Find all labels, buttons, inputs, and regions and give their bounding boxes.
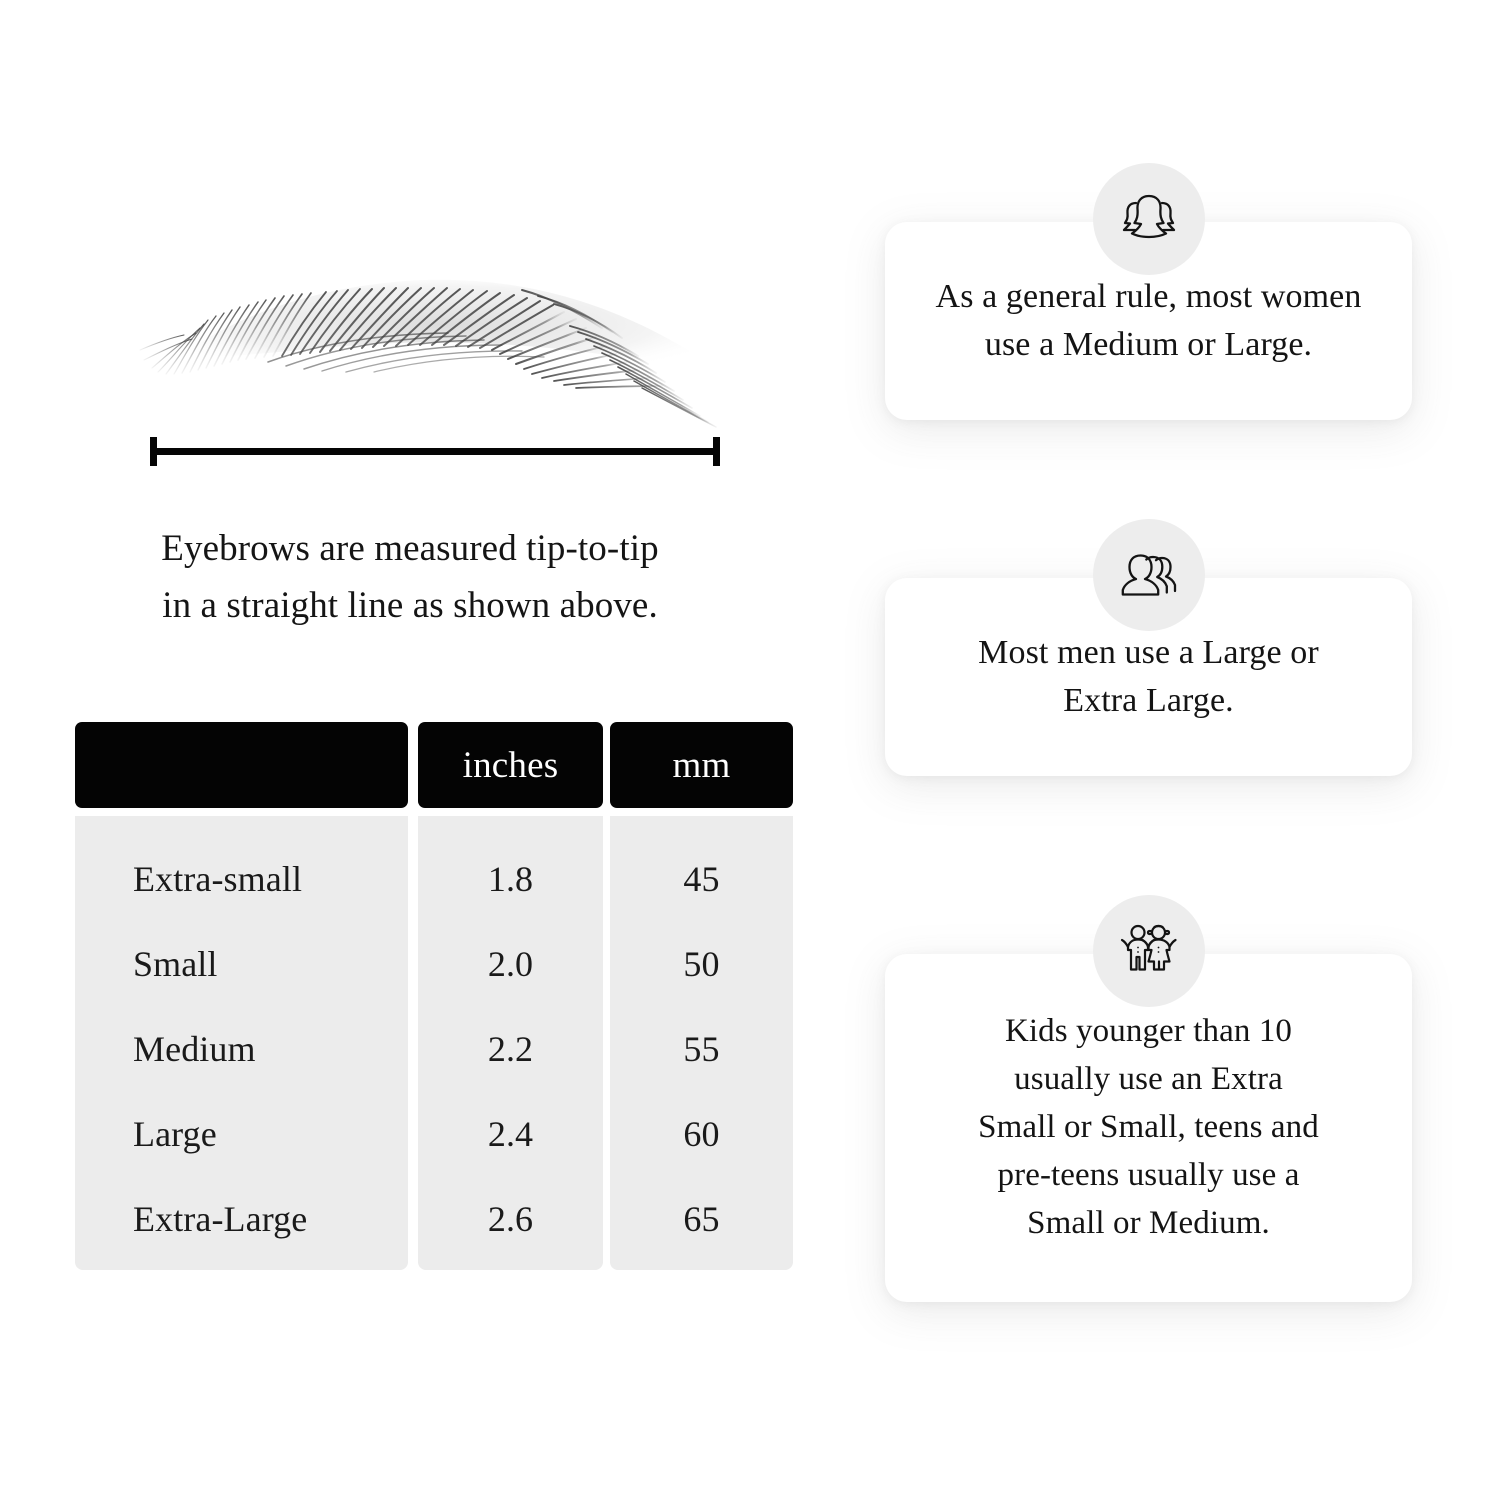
tip-card-men-text: Most men use a Large or Extra Large. xyxy=(919,629,1378,726)
size-table-column-size: Extra-small Small Medium Large Extra-Lar… xyxy=(75,722,408,1270)
measurement-bar-right-cap xyxy=(713,437,720,466)
size-table-body-size: Extra-small Small Medium Large Extra-Lar… xyxy=(75,816,408,1270)
table-row: Extra-small xyxy=(133,858,303,899)
measurement-bar xyxy=(150,437,720,467)
three-women-icon-badge xyxy=(1093,163,1205,275)
two-kids-icon xyxy=(1120,924,1177,971)
table-row: 2.4 xyxy=(487,1113,534,1154)
table-row: 1.8 xyxy=(487,858,534,899)
three-men-icon-badge xyxy=(1093,519,1205,631)
measurement-panel: Eyebrows are measured tip-to-tip in a st… xyxy=(60,240,793,1270)
table-row: 55 xyxy=(683,1028,720,1069)
size-table-column-mm: mm 45 50 55 60 65 xyxy=(610,722,793,1270)
tip-kids-line-4: pre-teens usually use a xyxy=(997,1156,1300,1193)
measurement-caption: Eyebrows are measured tip-to-tip in a st… xyxy=(60,520,760,635)
tip-card-women-text: As a general rule, most women use a Medi… xyxy=(919,273,1378,370)
tips-panel: As a general rule, most women use a Medi… xyxy=(830,0,1500,1500)
three-women-icon xyxy=(1122,194,1176,239)
caption-line-1: Eyebrows are measured tip-to-tip xyxy=(161,528,659,569)
three-men-icon xyxy=(1121,554,1177,596)
tip-card-kids: Kids younger than 10 usually use an Extr… xyxy=(885,954,1412,1302)
tip-kids-line-5: Small or Medium. xyxy=(1027,1204,1270,1241)
measurement-bar-line xyxy=(150,448,720,455)
size-table-body-mm: 45 50 55 60 65 xyxy=(610,816,793,1270)
table-row: 65 xyxy=(683,1198,720,1239)
column-header-size xyxy=(75,722,408,808)
tip-men-line-2: Extra Large. xyxy=(1063,682,1234,719)
eyebrow-illustration xyxy=(118,240,758,440)
table-row: 2.2 xyxy=(487,1028,534,1069)
column-header-mm: mm xyxy=(610,722,793,808)
tip-women-line-2: use a Medium or Large. xyxy=(984,326,1313,363)
table-row: 2.6 xyxy=(487,1198,534,1239)
table-row: 2.0 xyxy=(487,943,534,984)
table-row: Medium xyxy=(133,1028,256,1069)
tip-women-line-1: As a general rule, most women xyxy=(935,277,1362,315)
size-table: Extra-small Small Medium Large Extra-Lar… xyxy=(75,722,793,1270)
two-kids-icon-badge xyxy=(1093,895,1205,1007)
size-table-body-inches: 1.8 2.0 2.2 2.4 2.6 xyxy=(418,816,603,1270)
tip-kids-line-3: Small or Small, teens and xyxy=(978,1109,1319,1146)
table-row: Large xyxy=(133,1113,217,1154)
measurement-bar-left-cap xyxy=(150,437,157,466)
size-table-column-inches: inches 1.8 2.0 2.2 2.4 2.6 xyxy=(418,722,603,1270)
tip-kids-line-2: usually use an Extra xyxy=(1014,1061,1283,1098)
column-header-inches: inches xyxy=(418,722,603,808)
tip-card-kids-text: Kids younger than 10 usually use an Extr… xyxy=(919,1008,1378,1247)
caption-line-2: in a straight line as shown above. xyxy=(162,585,658,627)
table-row: 60 xyxy=(683,1113,720,1154)
table-row: 45 xyxy=(683,858,720,899)
tip-kids-line-1: Kids younger than 10 xyxy=(1004,1013,1293,1050)
table-row: Extra-Large xyxy=(133,1198,308,1239)
table-row: Small xyxy=(133,943,218,984)
tip-men-line-1: Most men use a Large or xyxy=(978,633,1319,671)
table-row: 50 xyxy=(683,943,720,984)
